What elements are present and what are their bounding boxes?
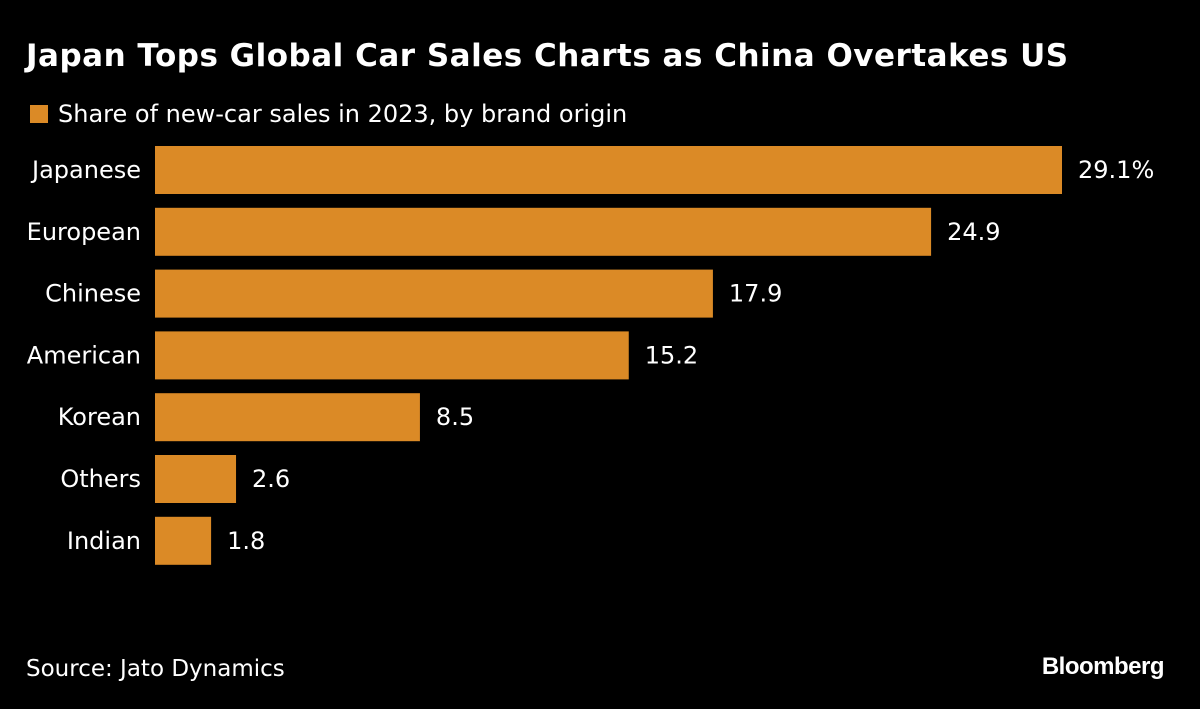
legend-swatch bbox=[30, 105, 48, 123]
bar-indian bbox=[155, 516, 212, 565]
category-label: Indian bbox=[67, 527, 141, 555]
chart-title: Japan Tops Global Car Sales Charts as Ch… bbox=[26, 38, 1069, 74]
bloomberg-logo: Bloomberg bbox=[1041, 653, 1165, 680]
bar-european bbox=[155, 207, 932, 256]
value-label: 17.9 bbox=[729, 280, 782, 308]
bar-korean bbox=[155, 393, 420, 442]
bar-others bbox=[155, 455, 237, 503]
legend-label: Share of new-car sales in 2023, by brand… bbox=[58, 100, 628, 128]
category-label: American bbox=[27, 341, 141, 369]
value-label: 1.8 bbox=[227, 527, 265, 555]
category-label: Chinese bbox=[45, 280, 141, 308]
bar-american bbox=[155, 331, 629, 380]
value-label: 15.2 bbox=[645, 341, 698, 369]
category-label: Others bbox=[60, 465, 141, 493]
value-label: 8.5 bbox=[436, 403, 474, 431]
value-label: 24.9 bbox=[947, 218, 1000, 246]
source-note: Source: Jato Dynamics bbox=[26, 656, 285, 682]
legend: Share of new-car sales in 2023, by brand… bbox=[30, 100, 627, 128]
value-label: 2.6 bbox=[252, 465, 290, 493]
bar-chinese bbox=[155, 269, 713, 318]
bar-japanese bbox=[155, 146, 1062, 194]
category-label: Korean bbox=[58, 403, 141, 431]
category-label: Japanese bbox=[30, 156, 141, 184]
value-label: 29.1% bbox=[1078, 156, 1154, 184]
category-label: European bbox=[27, 218, 141, 246]
